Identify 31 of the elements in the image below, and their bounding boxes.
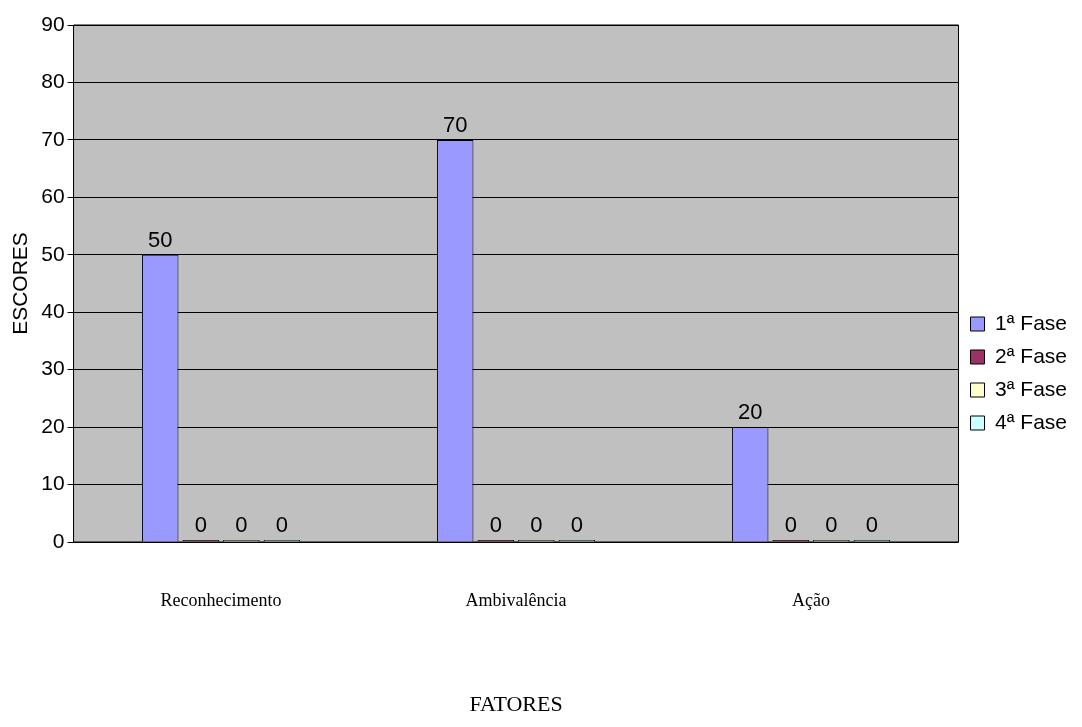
y-tick-label: 30 <box>41 356 65 380</box>
data-label: 0 <box>825 512 838 538</box>
legend-label: 4ª Fase <box>995 409 1068 433</box>
y-tick-label: 0 <box>52 528 65 552</box>
x-axis-title: FATORES <box>469 690 563 716</box>
y-tick-label: 20 <box>41 413 65 437</box>
legend-label: 2ª Fase <box>995 343 1068 367</box>
y-tick-label: 40 <box>41 299 65 323</box>
data-label: 0 <box>275 512 289 538</box>
data-label: 20 <box>737 399 763 425</box>
data-label: 70 <box>442 111 468 137</box>
data-label: 0 <box>570 512 584 538</box>
y-tick-label: 10 <box>41 471 65 495</box>
data-label: 0 <box>865 512 878 538</box>
data-label: 0 <box>194 512 207 538</box>
x-tick-label: Ambivalência <box>465 589 567 610</box>
y-tick-label: 50 <box>41 241 65 265</box>
data-label: 50 <box>147 226 173 252</box>
data-label: 0 <box>489 512 502 538</box>
y-tick-label: 90 <box>41 11 65 35</box>
y-tick-label: 60 <box>41 184 65 208</box>
data-label: 0 <box>235 512 248 538</box>
legend-label: 3ª Fase <box>995 376 1068 400</box>
x-tick-label: Reconhecimento <box>160 589 282 610</box>
y-tick-label: 80 <box>41 69 65 93</box>
y-axis-title: ESCORES <box>8 232 32 335</box>
y-tick-label: 70 <box>41 126 65 150</box>
legend-label: 1ª Fase <box>995 310 1068 334</box>
data-label: 0 <box>530 512 543 538</box>
data-label: 0 <box>784 512 797 538</box>
x-tick-label: Ação <box>792 589 831 610</box>
